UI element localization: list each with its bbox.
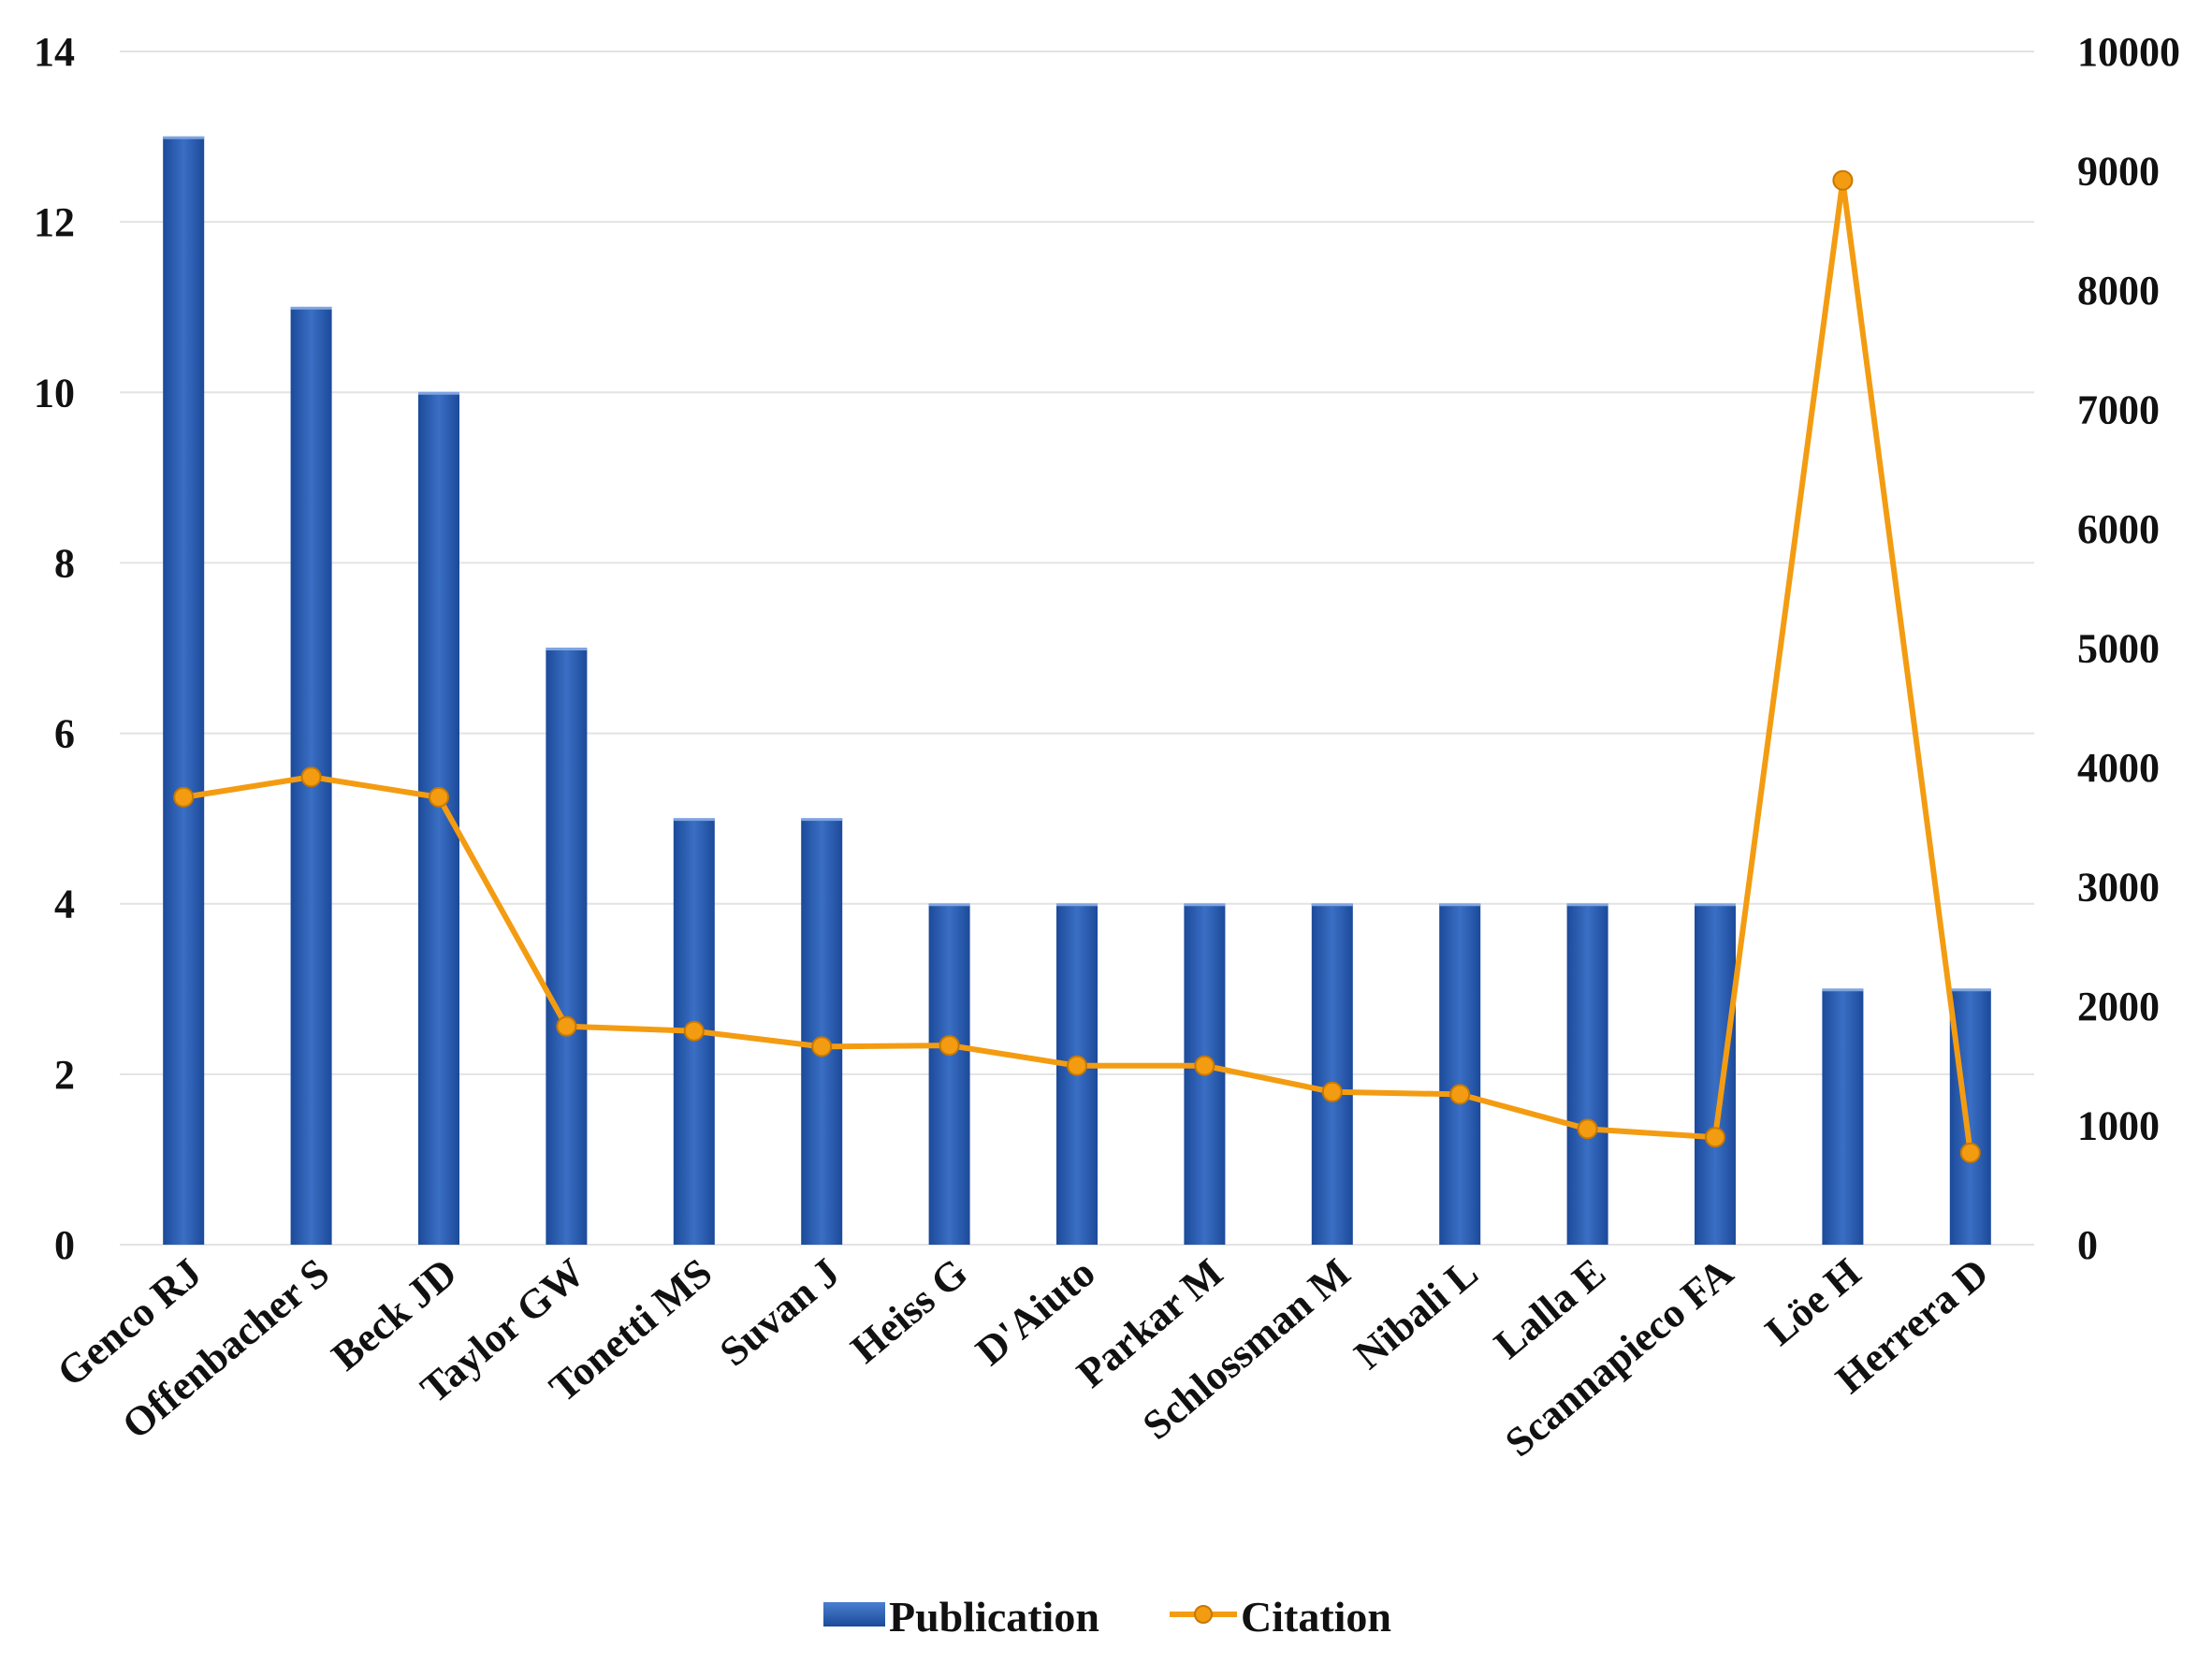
left-axis-tick-label: 6 xyxy=(54,711,75,757)
legend-citation-swatch-marker xyxy=(1194,1605,1213,1624)
citation-point xyxy=(556,1015,577,1037)
right-axis-tick-label: 6000 xyxy=(2077,506,2160,552)
right-axis-tick-label: 5000 xyxy=(2077,626,2160,672)
citation-point xyxy=(1959,1142,1981,1163)
publication-bar xyxy=(1439,903,1481,1245)
publication-bar xyxy=(163,137,205,1246)
citation-point xyxy=(173,786,195,808)
publication-bars xyxy=(163,136,1991,1246)
right-axis-tick-label: 9000 xyxy=(2077,149,2160,195)
legend-publication-swatch xyxy=(823,1602,885,1627)
citation-point xyxy=(1449,1084,1471,1105)
citation-point xyxy=(1705,1127,1725,1148)
right-axis-tick-label: 1000 xyxy=(2077,1103,2160,1149)
citation-point xyxy=(811,1036,833,1058)
category-label: Scannapieco FA xyxy=(1496,1249,1741,1466)
citation-line xyxy=(173,169,1981,1163)
legend-citation-label: Citation xyxy=(1241,1593,1391,1641)
category-label: Löe H xyxy=(1756,1249,1869,1354)
citation-point xyxy=(1832,169,1854,191)
publication-bar xyxy=(928,903,970,1245)
citation-point xyxy=(683,1020,705,1042)
left-axis-tick-label: 14 xyxy=(34,29,75,75)
citation-point xyxy=(1321,1081,1343,1102)
legend-publication-label: Publication xyxy=(889,1593,1099,1641)
citation-point xyxy=(939,1035,960,1057)
citation-point xyxy=(300,766,322,788)
category-label: Suvan J xyxy=(711,1249,849,1375)
right-axis-tick-label: 7000 xyxy=(2077,387,2160,433)
citation-point xyxy=(1577,1118,1598,1140)
right-axis-tick-label: 2000 xyxy=(2077,984,2160,1029)
left-axis-tick-label: 8 xyxy=(54,540,75,586)
citation-point xyxy=(1194,1055,1215,1076)
left-axis-tick-label: 0 xyxy=(54,1222,75,1268)
right-axis-tick-label: 10000 xyxy=(2077,29,2180,75)
category-label: Heiss G xyxy=(842,1249,976,1372)
left-axis-tick-label: 12 xyxy=(34,199,75,245)
publication-bar xyxy=(1311,903,1353,1245)
publication-bar xyxy=(1822,988,1864,1245)
left-axis-tick-label: 10 xyxy=(34,370,75,416)
left-axis-tick-label: 4 xyxy=(54,882,75,927)
right-axis-tick-label: 4000 xyxy=(2077,745,2160,791)
citation-point xyxy=(1067,1055,1087,1076)
publication-bar xyxy=(546,648,588,1245)
publication-bar xyxy=(801,818,843,1245)
right-axis-tick-label: 0 xyxy=(2077,1222,2098,1268)
left-axis-tick-label: 2 xyxy=(54,1052,75,1098)
publication-bar xyxy=(1566,903,1608,1245)
right-axis-tick-label: 8000 xyxy=(2077,268,2160,314)
category-label: Nibali L xyxy=(1346,1249,1486,1378)
right-axis-tick-label: 3000 xyxy=(2077,865,2160,911)
citation-point xyxy=(429,786,449,808)
publication-bar xyxy=(1695,903,1736,1245)
left-y-axis: 0 2 4 6 8 10 12 14 xyxy=(34,29,75,1268)
legend: Publication Citation xyxy=(823,1593,1391,1641)
right-y-axis: 0 1000 2000 3000 4000 5000 6000 7000 8000 9000 100… xyxy=(2077,29,2180,1268)
